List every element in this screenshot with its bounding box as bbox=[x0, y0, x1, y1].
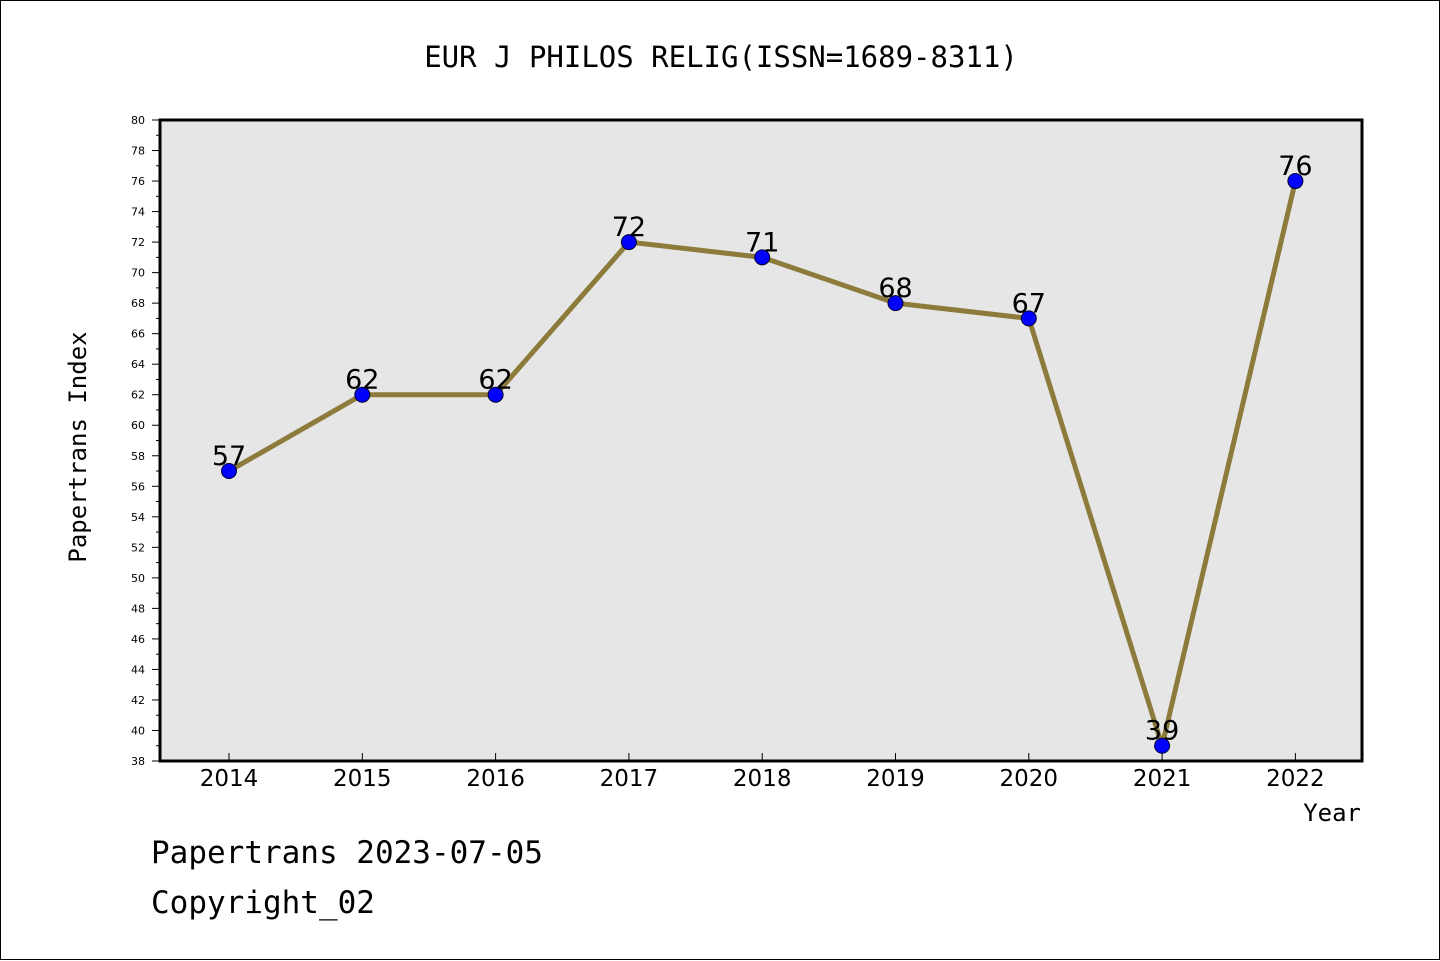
x-tick-label: 2015 bbox=[333, 766, 392, 792]
y-tick-label: 74 bbox=[131, 206, 145, 219]
y-tick-label: 54 bbox=[131, 511, 145, 524]
y-tick-label: 60 bbox=[131, 419, 145, 432]
y-tick-label: 66 bbox=[131, 328, 145, 341]
footer-date: Papertrans 2023-07-05 bbox=[151, 835, 543, 871]
y-axis-label: Papertrans Index bbox=[64, 331, 92, 562]
data-label: 76 bbox=[1278, 151, 1312, 182]
data-label: 57 bbox=[212, 441, 246, 472]
plot-border bbox=[158, 118, 1364, 763]
data-label: 39 bbox=[1145, 716, 1179, 747]
y-tick-label: 46 bbox=[131, 633, 145, 646]
data-label: 72 bbox=[612, 212, 646, 243]
data-point bbox=[1020, 310, 1037, 327]
y-tick-label: 76 bbox=[131, 175, 145, 188]
x-tick-label: 2019 bbox=[866, 766, 925, 792]
x-tick-label: 2016 bbox=[466, 766, 525, 792]
y-tick-label: 62 bbox=[131, 389, 145, 402]
y-tick-label: 70 bbox=[131, 267, 145, 280]
y-tick-label: 38 bbox=[131, 755, 145, 768]
y-tick-label: 68 bbox=[131, 297, 145, 310]
data-label: 68 bbox=[878, 273, 912, 304]
x-tick-label: 2018 bbox=[733, 766, 792, 792]
data-point bbox=[487, 386, 504, 403]
data-label: 71 bbox=[745, 227, 779, 258]
y-tick-label: 58 bbox=[131, 450, 145, 463]
x-axis-label: Year bbox=[1303, 799, 1361, 827]
x-tick-label: 2022 bbox=[1266, 766, 1325, 792]
x-tick-label: 2014 bbox=[200, 766, 259, 792]
y-tick-label: 42 bbox=[131, 694, 145, 707]
y-tick-label: 50 bbox=[131, 572, 145, 585]
data-point bbox=[620, 234, 637, 251]
data-point bbox=[887, 295, 904, 312]
data-label: 62 bbox=[478, 365, 512, 396]
data-point bbox=[221, 463, 237, 480]
plot-area bbox=[160, 120, 1362, 761]
footer-copyright: Copyright_02 bbox=[151, 885, 375, 921]
x-tick-label: 2017 bbox=[600, 766, 659, 792]
y-tick-label: 78 bbox=[131, 145, 145, 158]
x-tick-label: 2020 bbox=[1000, 766, 1059, 792]
y-tick-label: 44 bbox=[131, 663, 145, 676]
y-tick-label: 80 bbox=[131, 114, 145, 127]
y-tick-label: 64 bbox=[131, 358, 145, 371]
y-tick-label: 40 bbox=[131, 724, 145, 737]
y-tick-label: 48 bbox=[131, 602, 145, 615]
data-point bbox=[1287, 173, 1304, 190]
y-tick-label: 52 bbox=[131, 541, 145, 554]
x-tick-label: 2021 bbox=[1133, 766, 1192, 792]
y-tick-label: 72 bbox=[131, 236, 145, 249]
data-label: 67 bbox=[1012, 288, 1046, 319]
data-point bbox=[1154, 737, 1171, 754]
data-point bbox=[754, 249, 771, 266]
data-point bbox=[354, 386, 371, 403]
data-label: 62 bbox=[345, 365, 379, 396]
y-tick-label: 56 bbox=[131, 480, 145, 493]
chart-title: EUR J PHILOS RELIG(ISSN=1689-8311) bbox=[424, 40, 1018, 74]
